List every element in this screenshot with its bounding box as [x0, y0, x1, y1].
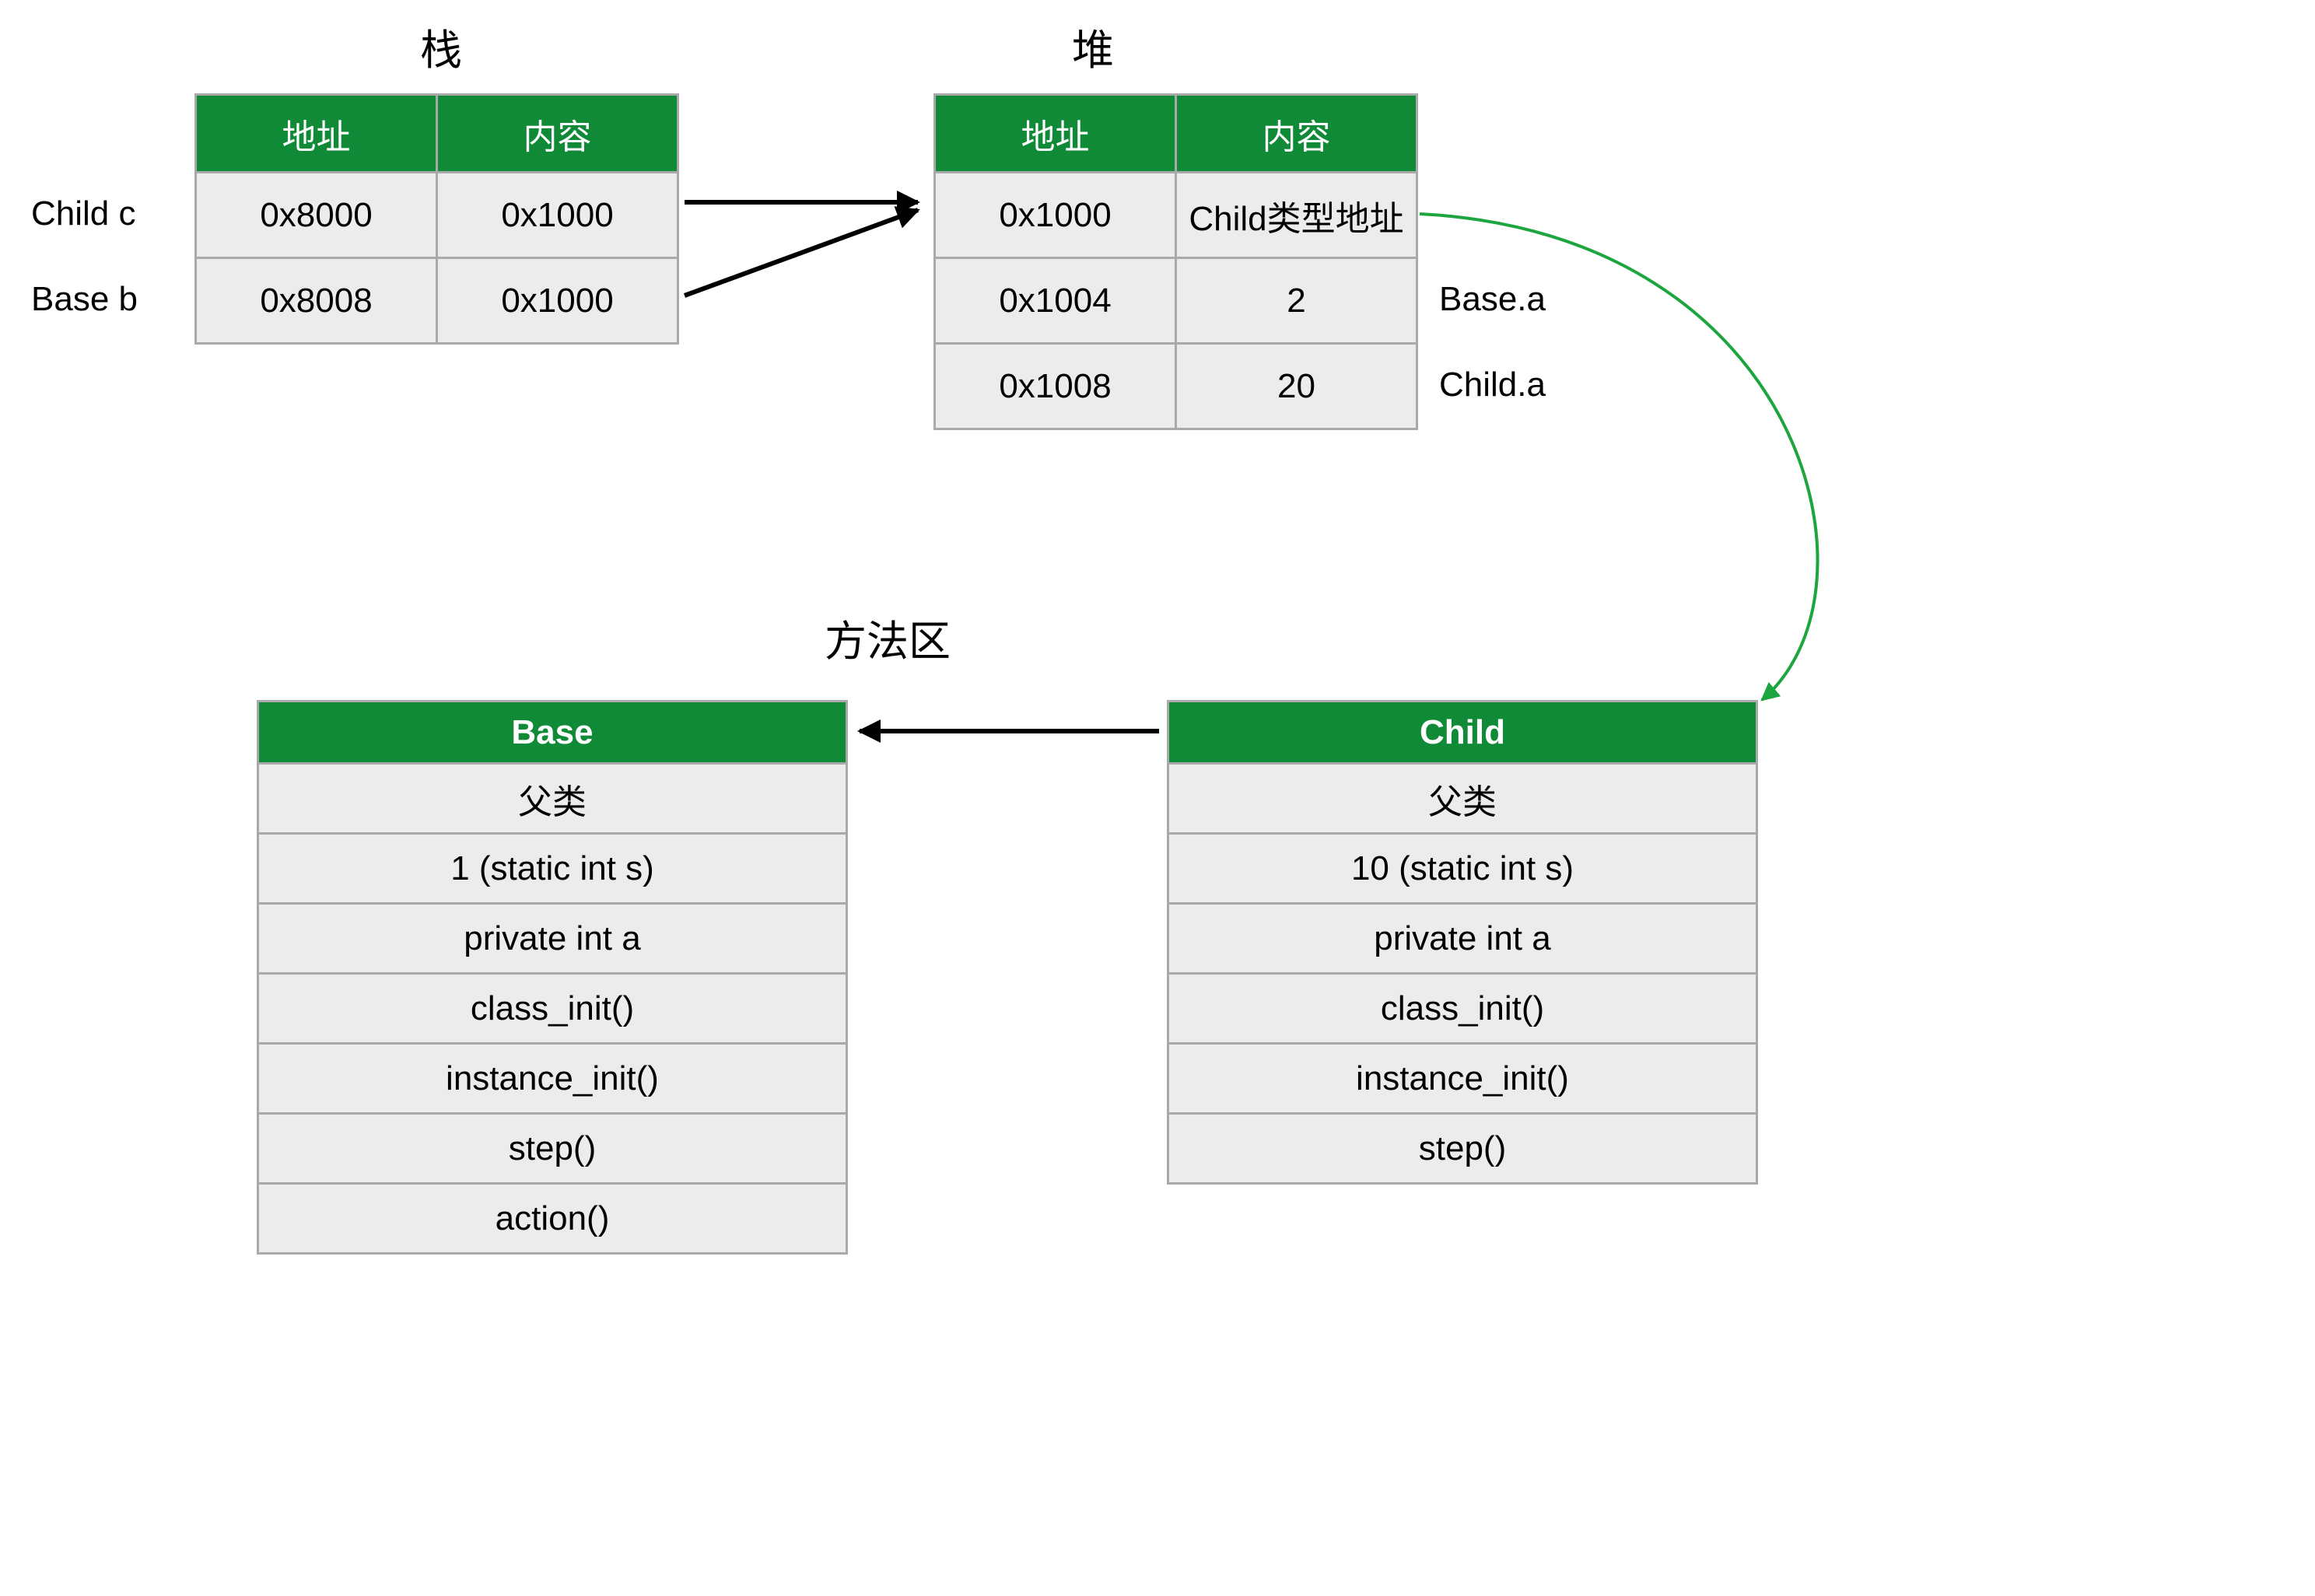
base-class-table: Base 父类 1 (static int s) private int a c…	[257, 700, 848, 1255]
diagram-canvas: 栈 堆 方法区 地址 内容 0x8000 0x1000 0x8008 0x100…	[0, 0, 2315, 1596]
cell-addr: 0x8000	[196, 173, 437, 258]
table-row: 0x1008 20	[935, 344, 1417, 429]
class-row: instance_init()	[258, 1044, 847, 1114]
class-name: Base	[258, 702, 847, 764]
class-row: 10 (static int s)	[1168, 834, 1757, 904]
heap-table: 地址 内容 0x1000 Child类型地址 0x1004 2 0x1008 2…	[933, 93, 1418, 430]
stack-row-label: Child c	[31, 194, 136, 233]
table-header-row: 地址 内容	[935, 95, 1417, 173]
cell-content: 0x1000	[437, 258, 678, 344]
class-row: 1 (static int s)	[258, 834, 847, 904]
col-content: 内容	[437, 95, 678, 173]
col-addr: 地址	[935, 95, 1176, 173]
table-row: 0x8008 0x1000	[196, 258, 678, 344]
stack-title: 栈	[420, 16, 462, 77]
cell-content: 2	[1176, 258, 1417, 344]
class-row: private int a	[258, 904, 847, 974]
class-row: action()	[258, 1184, 847, 1254]
cell-addr: 0x1004	[935, 258, 1176, 344]
table-header-row: 地址 内容	[196, 95, 678, 173]
method-area-title: 方法区	[825, 607, 951, 668]
cell-content: 20	[1176, 344, 1417, 429]
cell-addr: 0x1000	[935, 173, 1176, 258]
class-row: private int a	[1168, 904, 1757, 974]
class-row: instance_init()	[1168, 1044, 1757, 1114]
class-row: class_init()	[1168, 974, 1757, 1044]
class-row: 父类	[1168, 764, 1757, 834]
col-addr: 地址	[196, 95, 437, 173]
table-row: 0x1004 2	[935, 258, 1417, 344]
cell-content: 0x1000	[437, 173, 678, 258]
table-row: 0x1000 Child类型地址	[935, 173, 1417, 258]
arrow-stack1-to-heap	[685, 210, 918, 296]
heap-row-note: Base.a	[1439, 280, 1546, 319]
class-row: step()	[258, 1114, 847, 1184]
cell-addr: 0x1008	[935, 344, 1176, 429]
stack-row-label: Base b	[31, 280, 138, 319]
heap-row-note: Child.a	[1439, 366, 1546, 404]
class-row: step()	[1168, 1114, 1757, 1184]
table-row: 0x8000 0x1000	[196, 173, 678, 258]
class-row: 父类	[258, 764, 847, 834]
stack-table: 地址 内容 0x8000 0x1000 0x8008 0x1000	[194, 93, 679, 345]
cell-addr: 0x8008	[196, 258, 437, 344]
child-class-table: Child 父类 10 (static int s) private int a…	[1167, 700, 1758, 1185]
cell-content: Child类型地址	[1176, 173, 1417, 258]
heap-title: 堆	[1072, 16, 1114, 77]
class-name: Child	[1168, 702, 1757, 764]
class-row: class_init()	[258, 974, 847, 1044]
col-content: 内容	[1176, 95, 1417, 173]
